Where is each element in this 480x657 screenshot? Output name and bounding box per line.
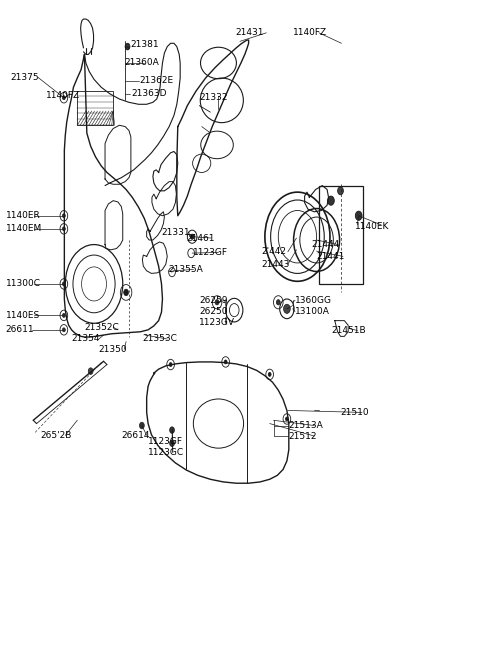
- Text: 2'442: 2'442: [262, 247, 287, 256]
- Text: 21362E: 21362E: [140, 76, 174, 85]
- Text: 21352C: 21352C: [84, 323, 119, 332]
- Text: 26250: 26250: [199, 307, 228, 316]
- Text: 1140ER: 1140ER: [5, 212, 40, 220]
- Text: 21363D: 21363D: [131, 89, 167, 99]
- Text: 21461: 21461: [186, 233, 215, 242]
- Text: 21441: 21441: [317, 252, 345, 261]
- Text: 1123GF: 1123GF: [193, 248, 228, 257]
- Circle shape: [327, 196, 334, 205]
- Circle shape: [355, 211, 362, 220]
- Text: 21451B: 21451B: [331, 326, 366, 335]
- Text: 26614: 26614: [121, 431, 150, 440]
- Circle shape: [169, 427, 174, 434]
- Circle shape: [169, 363, 172, 367]
- Text: 1140EK: 1140EK: [355, 222, 389, 231]
- Text: 265'2B: 265'2B: [40, 431, 72, 440]
- Text: 21444: 21444: [312, 240, 340, 249]
- Circle shape: [276, 300, 280, 305]
- Text: 1123GV: 1123GV: [199, 318, 235, 327]
- Text: 26259: 26259: [199, 296, 228, 305]
- Text: 21381: 21381: [130, 40, 158, 49]
- Circle shape: [88, 368, 93, 374]
- Circle shape: [169, 440, 174, 447]
- Circle shape: [286, 417, 288, 421]
- Circle shape: [62, 328, 65, 332]
- Circle shape: [215, 300, 219, 305]
- Circle shape: [62, 313, 65, 317]
- Circle shape: [125, 43, 130, 50]
- Text: 1140EM: 1140EM: [5, 224, 42, 233]
- Text: 21350: 21350: [99, 345, 127, 354]
- Circle shape: [62, 282, 65, 286]
- Circle shape: [62, 214, 65, 217]
- Text: 1360GG: 1360GG: [295, 296, 332, 305]
- Text: 21443: 21443: [262, 260, 290, 269]
- Text: 21353C: 21353C: [142, 334, 177, 344]
- Circle shape: [268, 373, 271, 376]
- Text: 21512: 21512: [288, 432, 316, 441]
- Circle shape: [62, 227, 65, 231]
- Text: 1140FZ: 1140FZ: [293, 28, 327, 37]
- Text: 21510: 21510: [340, 408, 369, 417]
- Text: 21355A: 21355A: [168, 265, 203, 274]
- Text: 21431: 21431: [235, 28, 264, 37]
- Text: 21331: 21331: [161, 227, 190, 237]
- Text: 1140FZ: 1140FZ: [46, 91, 80, 101]
- Text: 13100A: 13100A: [295, 307, 330, 316]
- Text: 1140ES: 1140ES: [5, 311, 40, 320]
- Circle shape: [62, 96, 65, 100]
- Text: 21360A: 21360A: [124, 58, 159, 68]
- Text: 11300C: 11300C: [5, 279, 40, 288]
- Text: 21332: 21332: [199, 93, 228, 102]
- Text: 26611: 26611: [5, 325, 34, 334]
- Circle shape: [190, 234, 194, 239]
- Text: 21513A: 21513A: [288, 421, 323, 430]
- Circle shape: [284, 304, 290, 313]
- Circle shape: [337, 187, 343, 194]
- Text: 21375: 21375: [10, 73, 39, 82]
- Text: 1123GF: 1123GF: [148, 437, 183, 445]
- Circle shape: [224, 360, 227, 364]
- Circle shape: [124, 289, 129, 296]
- Text: 1123GC: 1123GC: [148, 448, 184, 457]
- Text: 21354: 21354: [72, 334, 100, 344]
- Circle shape: [140, 422, 144, 429]
